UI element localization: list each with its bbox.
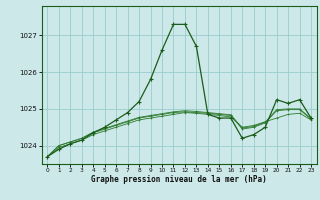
X-axis label: Graphe pression niveau de la mer (hPa): Graphe pression niveau de la mer (hPa) xyxy=(91,175,267,184)
